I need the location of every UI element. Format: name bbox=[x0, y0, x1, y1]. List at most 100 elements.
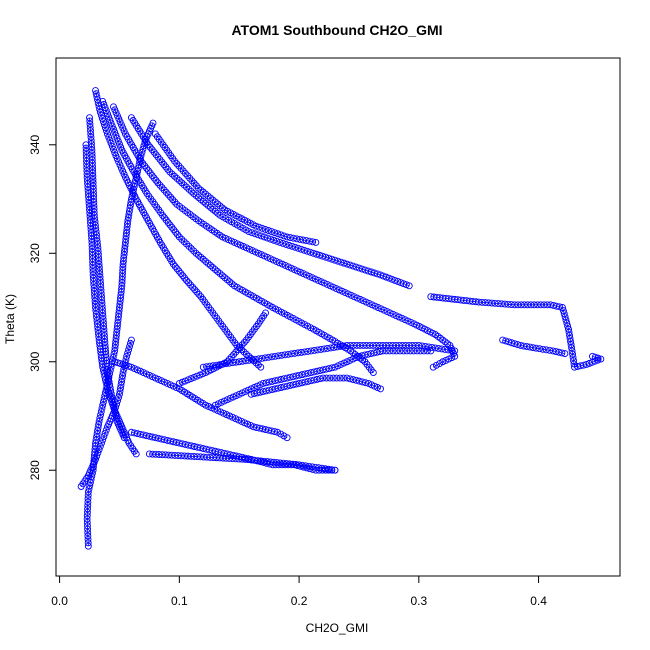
data-point bbox=[89, 163, 96, 170]
data-point bbox=[305, 462, 313, 470]
data-point bbox=[303, 247, 311, 255]
data-point bbox=[94, 244, 102, 252]
data-point bbox=[274, 230, 282, 238]
data-point bbox=[100, 332, 108, 340]
data-point bbox=[119, 369, 127, 377]
data-point bbox=[195, 194, 202, 202]
y-tick-label: 340 bbox=[28, 134, 42, 154]
data-point bbox=[101, 104, 109, 112]
data-point bbox=[119, 167, 127, 175]
data-point bbox=[86, 482, 94, 490]
data-point bbox=[564, 322, 572, 330]
data-point bbox=[101, 429, 109, 437]
data-point bbox=[197, 196, 205, 203]
data-point bbox=[90, 281, 98, 289]
data-point bbox=[114, 137, 122, 145]
data-point bbox=[177, 269, 185, 277]
data-point bbox=[90, 195, 98, 203]
data-point bbox=[291, 243, 299, 251]
data-point bbox=[84, 488, 92, 496]
data-point bbox=[311, 463, 319, 471]
data-point bbox=[559, 307, 567, 315]
data-point bbox=[154, 179, 162, 187]
data-point bbox=[382, 342, 390, 349]
data-point bbox=[84, 498, 92, 506]
y-axis-label: Theta (K) bbox=[3, 294, 17, 344]
data-point bbox=[180, 238, 188, 246]
data-point bbox=[242, 357, 250, 365]
data-point bbox=[589, 352, 596, 360]
data-point bbox=[199, 198, 207, 205]
data-point bbox=[185, 279, 193, 287]
data-point bbox=[276, 238, 284, 246]
data-point bbox=[423, 347, 431, 355]
data-point bbox=[94, 247, 102, 255]
data-point bbox=[331, 466, 339, 474]
data-point bbox=[107, 139, 115, 147]
data-point bbox=[310, 346, 318, 354]
data-point bbox=[563, 319, 571, 327]
data-point bbox=[91, 300, 99, 308]
data-point bbox=[336, 374, 344, 382]
data-point bbox=[394, 278, 402, 285]
data-point bbox=[317, 345, 325, 353]
data-point bbox=[405, 282, 413, 290]
data-point bbox=[121, 359, 129, 367]
data-point bbox=[90, 278, 98, 285]
data-point bbox=[225, 359, 233, 367]
data-point bbox=[92, 310, 100, 318]
data-point bbox=[89, 169, 97, 177]
data-point bbox=[481, 299, 489, 307]
data-point bbox=[568, 347, 576, 355]
data-point bbox=[88, 146, 96, 154]
data-point bbox=[99, 306, 106, 314]
data-point bbox=[262, 309, 270, 317]
data-point bbox=[84, 502, 92, 509]
data-point bbox=[97, 286, 105, 294]
data-point bbox=[240, 339, 248, 346]
data-point bbox=[89, 271, 97, 279]
data-point bbox=[139, 145, 147, 153]
data-point bbox=[202, 190, 210, 198]
data-point bbox=[204, 201, 212, 209]
data-point bbox=[126, 343, 133, 351]
data-point bbox=[358, 378, 366, 386]
data-point bbox=[379, 347, 387, 355]
data-point bbox=[116, 140, 123, 148]
data-point bbox=[92, 304, 99, 311]
data-point bbox=[277, 231, 285, 239]
data-point bbox=[83, 522, 91, 530]
data-point bbox=[232, 348, 240, 356]
data-point bbox=[100, 395, 108, 403]
data-point bbox=[89, 182, 97, 190]
data-point bbox=[252, 355, 259, 363]
data-point bbox=[290, 234, 297, 242]
data-point bbox=[353, 342, 361, 349]
data-point bbox=[181, 274, 189, 282]
data-point bbox=[570, 357, 577, 365]
data-point bbox=[319, 252, 327, 260]
data-point bbox=[97, 411, 105, 419]
data-point bbox=[369, 342, 377, 349]
data-point bbox=[315, 464, 323, 472]
data-point bbox=[257, 363, 265, 371]
data-point bbox=[242, 350, 250, 358]
data-point bbox=[90, 192, 98, 200]
data-point bbox=[95, 254, 103, 262]
series-group bbox=[77, 87, 605, 550]
data-point bbox=[511, 340, 519, 348]
data-point bbox=[120, 434, 128, 442]
data-point bbox=[223, 276, 231, 284]
data-point bbox=[498, 300, 506, 308]
data-point bbox=[97, 283, 105, 291]
data-point bbox=[505, 338, 513, 346]
data-point bbox=[110, 402, 118, 410]
data-point bbox=[192, 182, 200, 190]
data-point bbox=[502, 337, 510, 345]
y-tick-label: 280 bbox=[28, 460, 42, 480]
data-point bbox=[86, 209, 94, 217]
data-point bbox=[501, 300, 509, 308]
data-point bbox=[186, 174, 194, 182]
x-tick-label: 0.4 bbox=[530, 594, 547, 608]
